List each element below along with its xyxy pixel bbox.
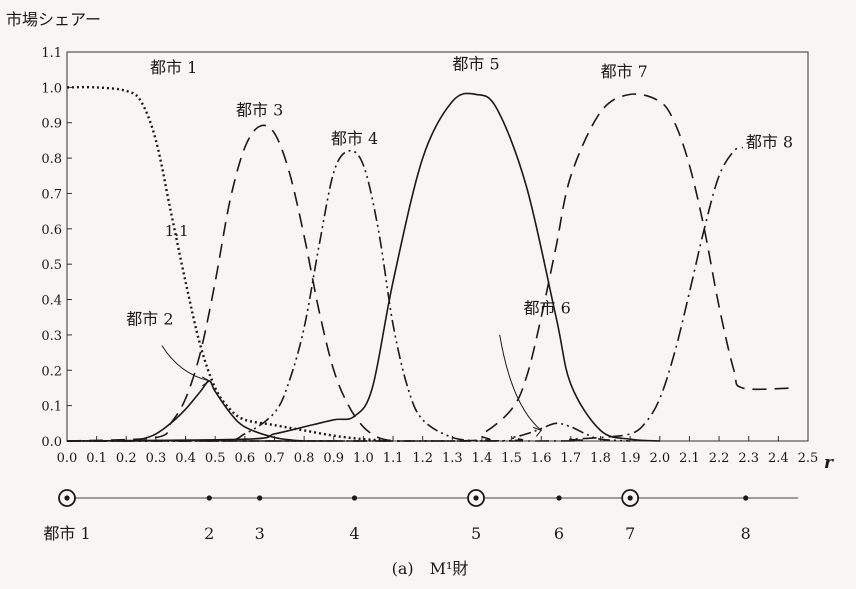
figure-caption: (a) M¹財	[392, 559, 469, 578]
y-tick-label: 0.1	[41, 400, 62, 415]
annotation-1-1: 1.1	[165, 222, 189, 240]
city-axis-label: 都市 1	[43, 524, 90, 543]
city-axis-label: 2	[204, 524, 214, 543]
city-axis-label: 5	[471, 524, 481, 543]
arrow-city-6	[499, 334, 542, 431]
y-tick-label: 1.1	[41, 46, 62, 61]
series-line-2	[67, 380, 334, 442]
y-tick-label: 0.2	[41, 364, 62, 379]
x-tick-label: 0.0	[57, 451, 78, 466]
x-tick-label: 1.8	[590, 451, 611, 466]
series-label-1: 都市 1	[150, 58, 197, 77]
x-tick-label: 0.1	[86, 451, 107, 466]
x-tick-label: 2.2	[709, 451, 730, 466]
x-tick-label: 1.5	[501, 451, 522, 466]
city-axis-label: 8	[741, 524, 751, 543]
series-line-4	[67, 149, 483, 442]
axes: 0.0 0.1 0.2 0.3 0.4 0.5 0.6 0.7 0.8 0.9 1.0 1.1 0.0 0…	[41, 46, 818, 466]
x-tick-label: 0.2	[116, 451, 137, 466]
city-marker-center	[64, 495, 70, 501]
arrowhead-city-2	[201, 376, 211, 387]
arrowhead-city-6	[533, 426, 543, 437]
x-tick-label: 1.3	[442, 451, 463, 466]
x-tick-label: 0.6	[234, 451, 255, 466]
x-tick-label: 2.0	[649, 451, 670, 466]
city-marker-dot	[351, 495, 358, 501]
x-tick-label: 2.3	[738, 451, 759, 466]
x-tick-label: 1.6	[531, 451, 552, 466]
series-label-3: 都市 3	[236, 101, 283, 120]
arrow-city-2	[161, 345, 210, 382]
x-tick-label: 1.7	[561, 451, 582, 466]
y-axis-label: 市場シェアー	[6, 10, 101, 29]
city-marker-center	[627, 495, 633, 501]
x-tick-label: 0.4	[175, 451, 196, 466]
x-tick-label: 1.1	[383, 451, 404, 466]
y-tick-label: 0.3	[41, 329, 62, 344]
series-label-8: 都市 8	[746, 132, 793, 151]
y-tick-label: 0.8	[41, 152, 62, 167]
series-line-3	[66, 124, 394, 442]
series-label-4: 都市 4	[331, 129, 378, 148]
series-line-6	[67, 422, 631, 442]
city-axis-label: 7	[625, 524, 635, 543]
x-tick-label: 0.9	[323, 451, 344, 466]
plot-frame	[66, 51, 809, 442]
x-axis-label: r	[824, 453, 834, 473]
city-axis-label: 4	[349, 524, 359, 543]
city-marker-center	[473, 495, 479, 501]
x-tick-label: 0.8	[294, 451, 315, 466]
series-labels: 都市 1 都市 2 都市 3 都市 4 都市 5 都市 6 都市 7 都市 8 1.1	[126, 55, 793, 437]
series-line-1	[66, 85, 394, 443]
x-tick-label: 0.3	[146, 451, 167, 466]
city-marker-dot	[206, 495, 212, 501]
x-tick-label: 2.4	[768, 451, 789, 466]
city-axis: 都市 1 2 3 4 5 6 7 8	[43, 489, 798, 543]
y-tick-label: 0.6	[41, 223, 62, 238]
y-tick-label: 0.0	[41, 435, 62, 450]
city-axis-label: 3	[255, 524, 265, 543]
x-tick-label: 2.5	[798, 451, 819, 466]
city-axis-label: 6	[554, 524, 564, 543]
y-tick-label: 1.0	[41, 81, 62, 96]
city-marker-dot	[743, 495, 749, 501]
city-marker-dot	[257, 495, 263, 501]
y-tick-label: 0.7	[41, 187, 62, 202]
x-tick-label: 0.7	[264, 451, 285, 466]
x-tick-label: 1.4	[472, 451, 493, 466]
series-label-7: 都市 7	[601, 62, 648, 81]
x-tick-label: 1.0	[353, 451, 374, 466]
series-label-2: 都市 2	[126, 309, 173, 328]
x-tick-label: 0.5	[205, 451, 226, 466]
series-line-8	[67, 146, 744, 442]
series-layer	[66, 85, 794, 443]
x-tick-label: 1.9	[620, 451, 641, 466]
y-tick-label: 0.4	[41, 294, 62, 309]
series-label-6: 都市 6	[524, 299, 571, 318]
series-label-5: 都市 5	[452, 55, 499, 74]
x-tick-label: 2.1	[679, 451, 700, 466]
y-tick-label: 0.9	[41, 117, 62, 132]
x-tick-label: 1.2	[412, 451, 433, 466]
series-line-5	[66, 92, 660, 442]
series-line-7	[67, 93, 794, 442]
city-marker-dot	[556, 495, 562, 501]
y-tick-label: 0.5	[41, 258, 62, 273]
